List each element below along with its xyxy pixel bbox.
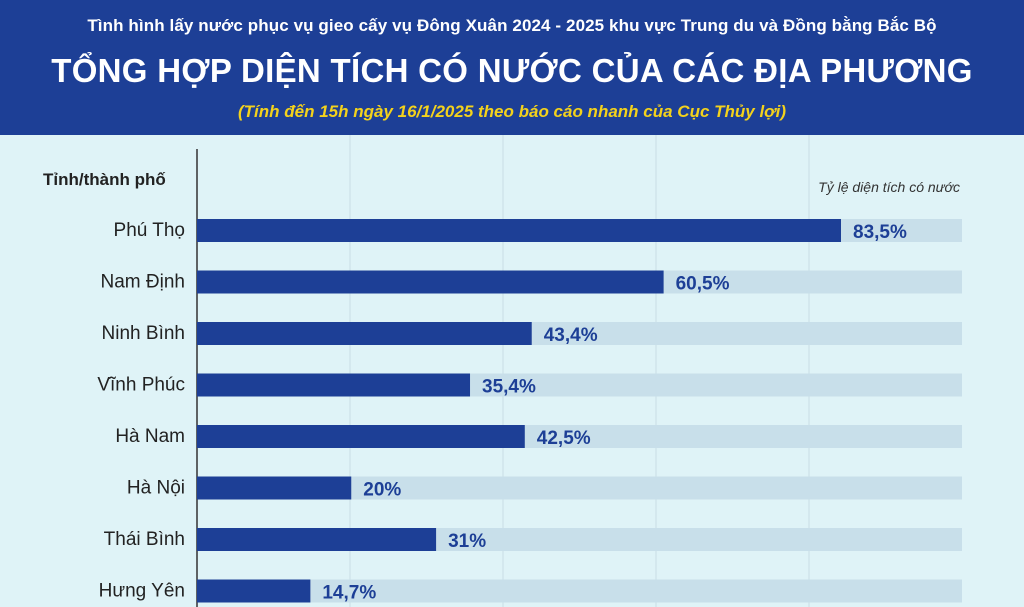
data-label: 60,5% bbox=[676, 274, 730, 295]
category-label: Vĩnh Phúc bbox=[97, 375, 185, 396]
super-title: Tình hình lấy nước phục vụ gieo cấy vụ Đ… bbox=[87, 16, 937, 35]
bar-track bbox=[197, 476, 962, 500]
data-label: 31% bbox=[448, 531, 486, 552]
category-label: Hà Nội bbox=[127, 478, 185, 499]
bar bbox=[197, 373, 471, 397]
data-label: 35,4% bbox=[482, 377, 536, 398]
data-label: 20% bbox=[363, 480, 401, 501]
bar-chart: Tỉnh/thành phố Tỷ lệ diện tích có nước Phú… bbox=[43, 135, 962, 607]
value-axis-header: Tỷ lệ diện tích có nước bbox=[818, 179, 960, 195]
page-title: TỔNG HỢP DIỆN TÍCH CÓ NƯỚC CỦA CÁC ĐỊA P… bbox=[51, 52, 973, 89]
data-label: 14,7% bbox=[322, 583, 376, 604]
data-label: 83,5% bbox=[853, 222, 907, 243]
bar bbox=[197, 528, 437, 551]
category-label: Hà Nam bbox=[115, 426, 185, 447]
category-label: Nam Định bbox=[101, 272, 185, 293]
bar bbox=[197, 322, 532, 345]
bar bbox=[197, 579, 311, 603]
data-label: 43,4% bbox=[544, 325, 598, 346]
category-label: Hưng Yên bbox=[99, 581, 185, 602]
data-label: 42,5% bbox=[537, 428, 591, 449]
bar bbox=[197, 425, 525, 448]
bar bbox=[197, 270, 664, 294]
chart-area: Tỉnh/thành phố Tỷ lệ diện tích có nước Phú… bbox=[0, 135, 1024, 607]
bar bbox=[197, 219, 841, 242]
category-label: Thái Bình bbox=[104, 529, 185, 550]
bar bbox=[197, 476, 352, 500]
page-subtitle: (Tính đến 15h ngày 16/1/2025 theo báo cá… bbox=[238, 102, 786, 121]
category-label: Phú Thọ bbox=[114, 220, 185, 241]
category-label: Ninh Bình bbox=[102, 323, 185, 344]
header-banner: Tình hình lấy nước phục vụ gieo cấy vụ Đ… bbox=[0, 0, 1024, 135]
bar-track bbox=[197, 579, 962, 603]
category-axis-header: Tỉnh/thành phố bbox=[43, 170, 166, 189]
